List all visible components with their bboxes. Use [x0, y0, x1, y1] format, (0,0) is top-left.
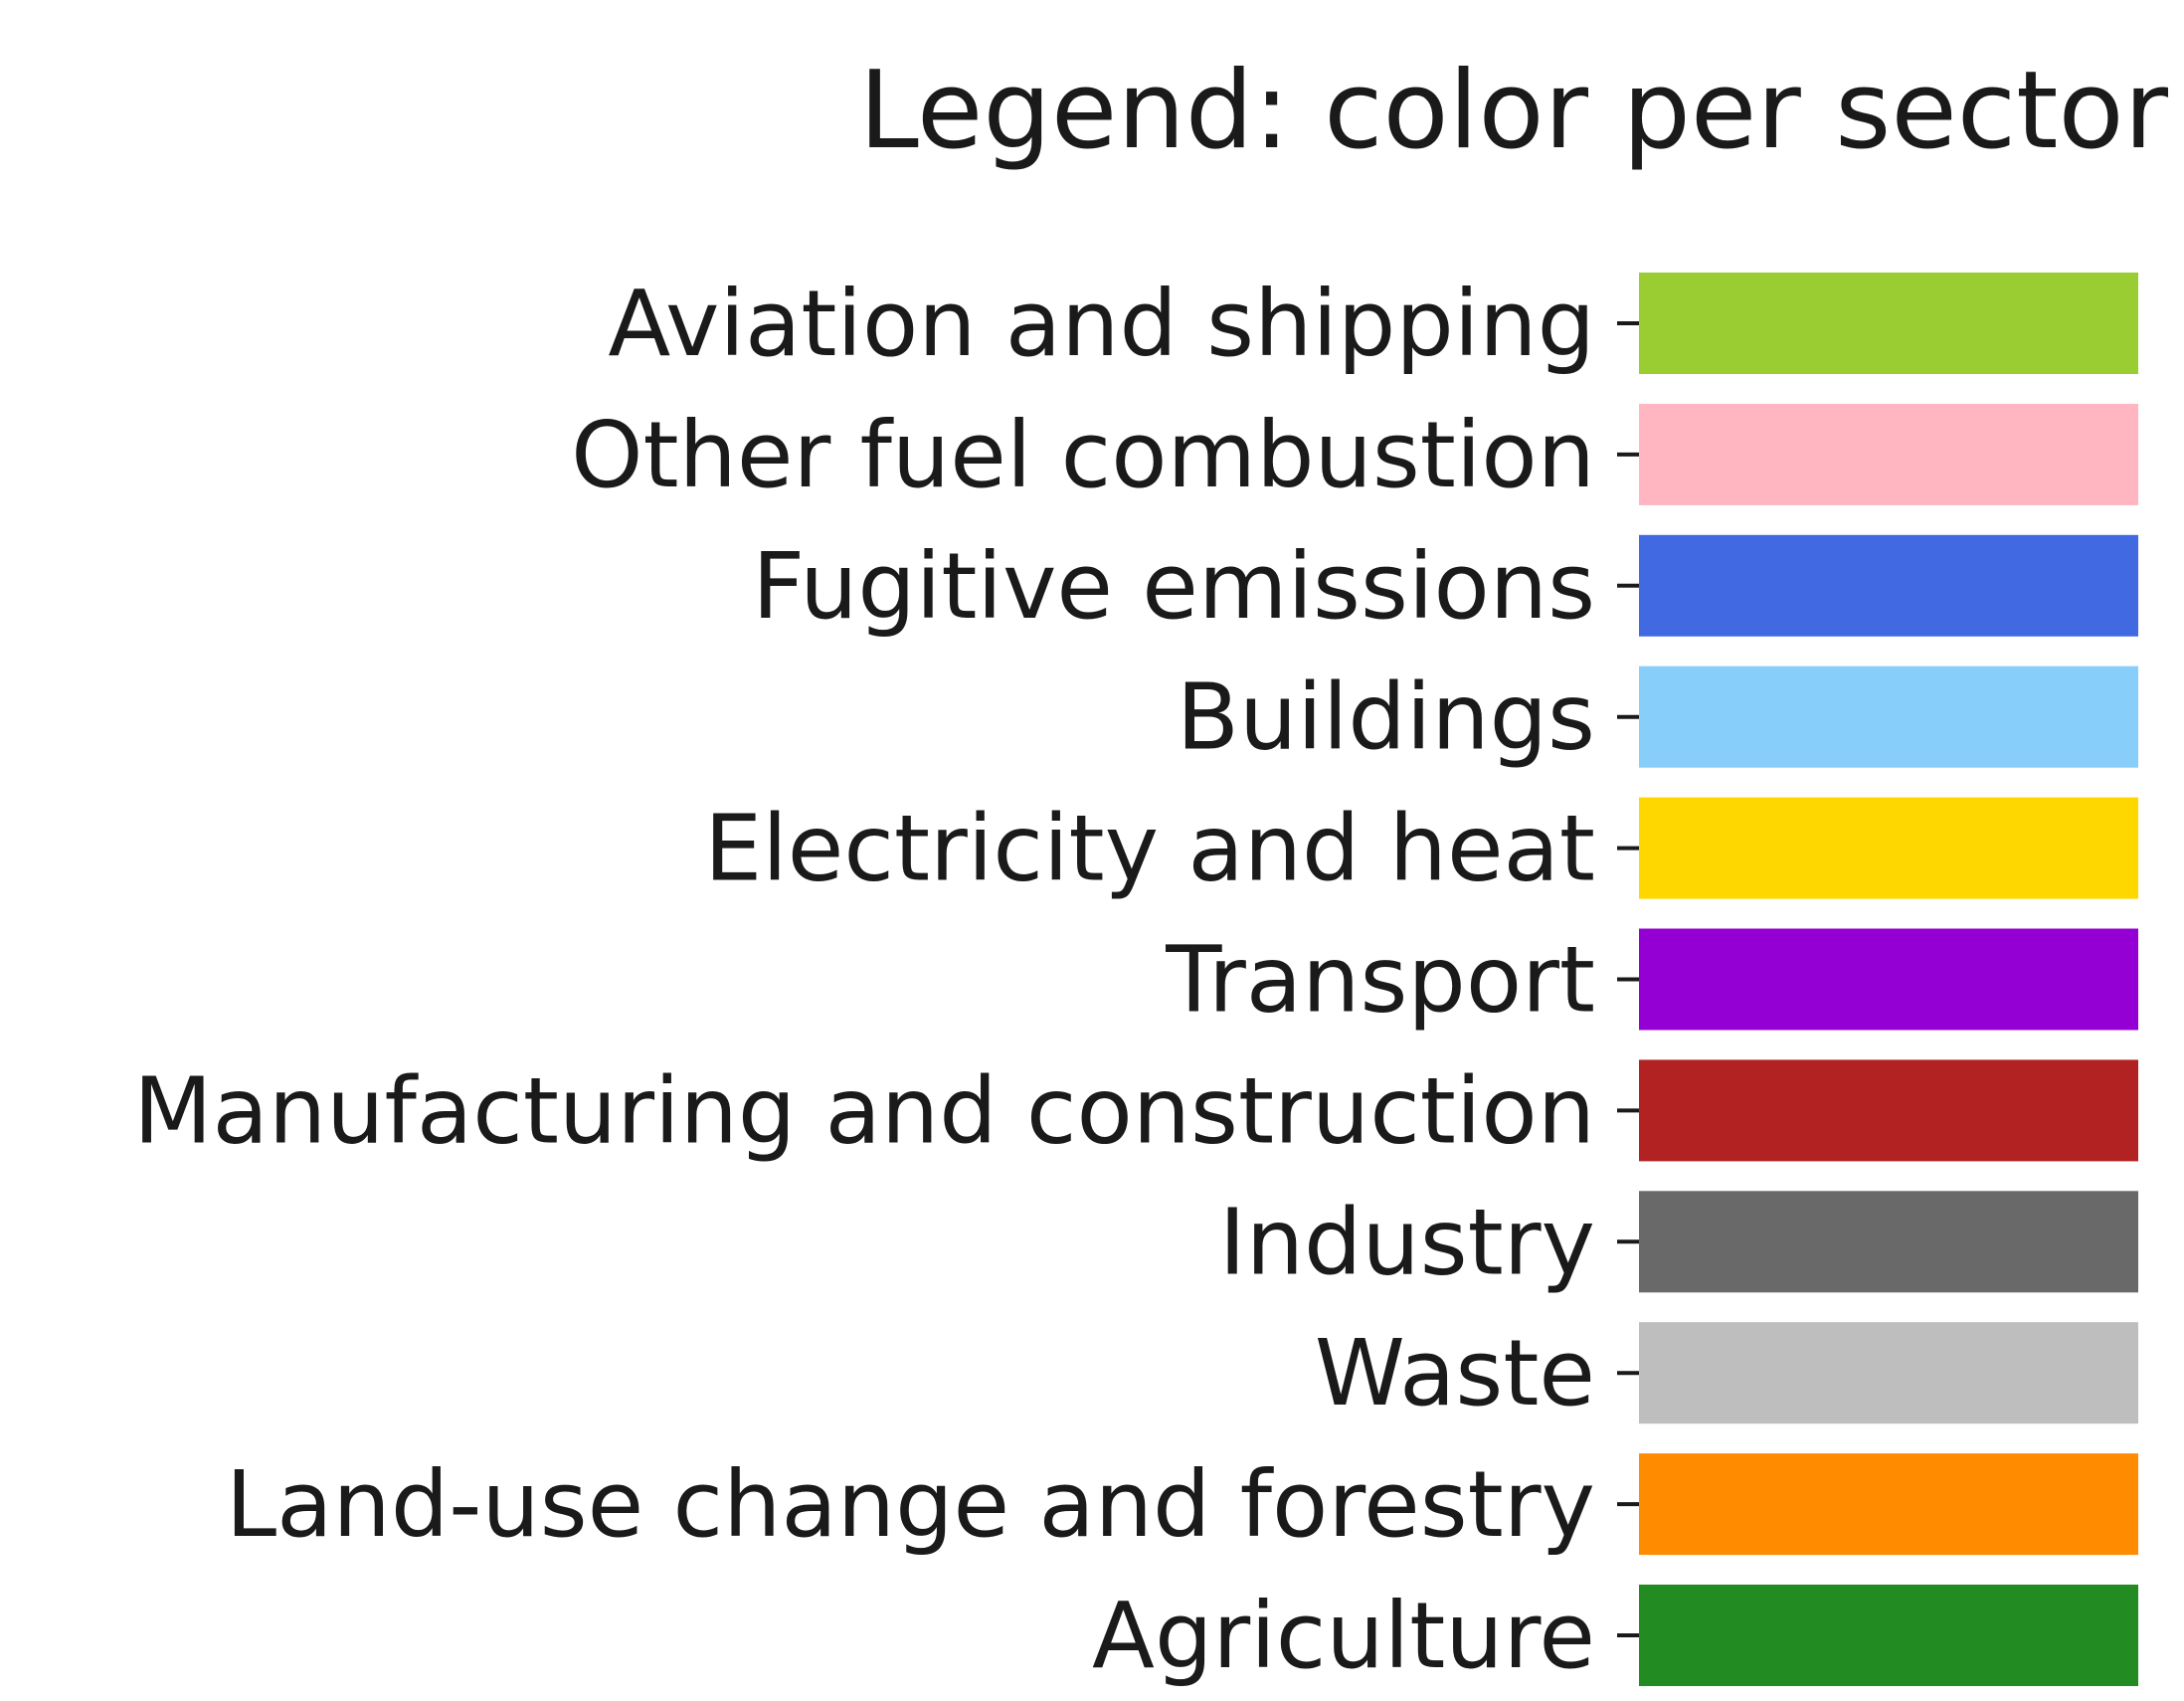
chart-title: Legend: color per sector — [859, 49, 2169, 173]
y-tick-label: Land-use change and forestry — [226, 1451, 1595, 1558]
legend-swatch — [1639, 928, 2138, 1031]
legend-swatch — [1639, 1059, 2138, 1162]
y-tick-label: Industry — [1219, 1189, 1595, 1295]
legend-swatch — [1639, 1322, 2138, 1424]
legend-swatch — [1639, 665, 2138, 768]
y-tick-label: Electricity and heat — [704, 796, 1595, 902]
y-tick-label: Transport — [1165, 927, 1595, 1034]
legend-swatch — [1639, 1453, 2138, 1556]
y-tick-label: Other fuel combustion — [571, 402, 1595, 508]
y-tick-label: Manufacturing and construction — [133, 1057, 1595, 1164]
legend-swatch — [1639, 1585, 2138, 1686]
y-tick-label: Agriculture — [1092, 1583, 1595, 1689]
y-tick-label: Fugitive emissions — [752, 533, 1595, 640]
y-tick-label: Waste — [1315, 1320, 1595, 1426]
legend-rows: Aviation and shipping Other fuel combusti… — [133, 271, 2138, 1689]
legend-swatch — [1639, 1191, 2138, 1293]
y-tick-label: Aviation and shipping — [608, 271, 1595, 377]
legend-swatch — [1639, 534, 2138, 637]
legend-swatch — [1639, 797, 2138, 899]
legend-swatch — [1639, 273, 2138, 374]
legend-swatch — [1639, 403, 2138, 505]
y-tick-label: Buildings — [1177, 664, 1595, 771]
